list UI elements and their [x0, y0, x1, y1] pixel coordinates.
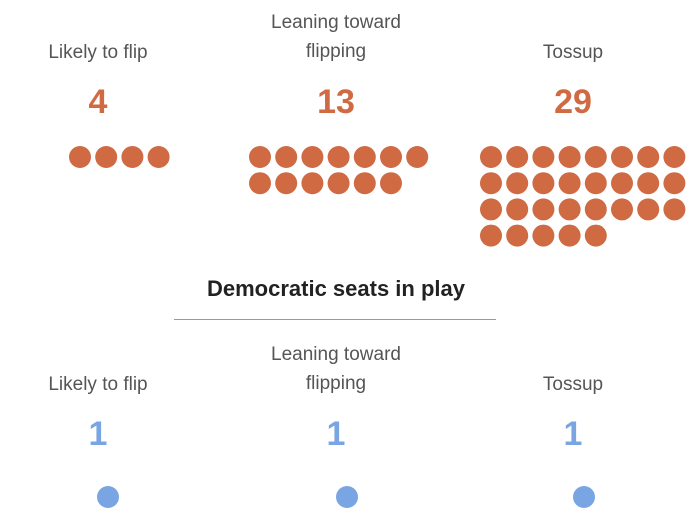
rep-tossup-dot-24 [663, 198, 686, 221]
rep-leaning-dot-13 [380, 172, 402, 195]
dem-leaning-count: 1 [326, 415, 346, 453]
rep-tossup-dot-18 [506, 198, 529, 221]
rep-tossup-dots [480, 146, 686, 247]
rep-tossup-dot-12 [558, 172, 581, 195]
rep-tossup-dot-14 [611, 172, 633, 195]
rep-tossup-dot-9 [480, 172, 502, 195]
dem-likely-dot-1 [97, 486, 119, 508]
rep-tossup-dot-23 [637, 198, 660, 221]
rep-tossup-dot-25 [480, 224, 502, 247]
dem-tossup-dots [573, 486, 595, 508]
dem-tossup-dot-1 [573, 486, 595, 508]
rep-leaning-count: 13 [317, 83, 355, 121]
rep-tossup-dot-5 [584, 146, 607, 168]
rep-leaning-label: Leaning toward flipping [271, 12, 401, 62]
rep-tossup-dot-4 [558, 146, 581, 168]
rep-tossup-dot-1 [480, 146, 502, 168]
rep-likely-dots [69, 146, 170, 168]
dem-likely-label: Likely to flip [48, 374, 148, 395]
dem-tossup-label: Tossup [542, 374, 604, 395]
rep-tossup-dot-2 [506, 146, 529, 168]
rep-tossup-dot-10 [506, 172, 529, 195]
rep-column-likely: Likely to flip 4 [18, 0, 178, 260]
rep-leaning-dot-7 [406, 146, 429, 168]
dem-leaning-dots [336, 486, 358, 508]
rep-leaning-dots [249, 146, 429, 195]
rep-leaning-dot-12 [353, 172, 376, 195]
rep-tossup-dot-11 [532, 172, 555, 195]
rep-tossup-dot-13 [584, 172, 607, 195]
rep-leaning-dot-1 [249, 146, 271, 168]
dem-column-tossup: Tossup 1 [468, 340, 678, 510]
rep-column-leaning: Leaning toward flipping 13 [236, 0, 436, 260]
rep-leaning-dot-6 [380, 146, 402, 168]
rep-tossup-dot-16 [663, 172, 686, 195]
rep-tossup-dot-8 [663, 146, 686, 168]
rep-column-tossup: Tossup 29 [468, 0, 686, 260]
rep-tossup-dot-22 [611, 198, 633, 221]
dem-leaning-label: Leaning toward flipping [271, 344, 401, 394]
rep-leaning-dot-11 [327, 172, 350, 195]
rep-leaning-dot-4 [327, 146, 350, 168]
dem-leaning-dot-1 [336, 486, 358, 508]
democratic-section-title: Democratic seats in play [206, 276, 465, 301]
rep-tossup-dot-28 [558, 224, 581, 247]
rep-likely-dot-4 [147, 146, 170, 168]
rep-likely-dot-3 [121, 146, 144, 168]
rep-leaning-dot-5 [353, 146, 376, 168]
rep-tossup-label: Tossup [542, 42, 604, 63]
rep-leaning-dot-10 [301, 172, 324, 195]
dem-tossup-count: 1 [563, 415, 583, 453]
rep-likely-dot-1 [69, 146, 91, 168]
rep-leaning-dot-8 [249, 172, 271, 195]
rep-tossup-dot-21 [584, 198, 607, 221]
dem-likely-dots [97, 486, 119, 508]
rep-tossup-dot-3 [532, 146, 555, 168]
dem-column-likely: Likely to flip 1 [18, 340, 178, 510]
rep-tossup-dot-17 [480, 198, 502, 221]
rep-tossup-dot-15 [637, 172, 660, 195]
dem-likely-count: 1 [88, 415, 108, 453]
rep-tossup-count: 29 [554, 83, 592, 121]
rep-tossup-dot-27 [532, 224, 555, 247]
dem-column-leaning: Leaning toward flipping 1 [236, 340, 436, 510]
rep-leaning-dot-2 [275, 146, 298, 168]
rep-likely-label: Likely to flip [48, 42, 148, 63]
rep-likely-dot-2 [95, 146, 118, 168]
rep-likely-count: 4 [88, 83, 108, 121]
rep-tossup-dot-19 [532, 198, 555, 221]
rep-leaning-dot-9 [275, 172, 298, 195]
rep-tossup-dot-7 [637, 146, 660, 168]
section-divider [174, 319, 496, 320]
rep-tossup-dot-26 [506, 224, 529, 247]
rep-tossup-dot-6 [611, 146, 633, 168]
rep-tossup-dot-20 [558, 198, 581, 221]
rep-tossup-dot-29 [584, 224, 607, 247]
rep-leaning-dot-3 [301, 146, 324, 168]
